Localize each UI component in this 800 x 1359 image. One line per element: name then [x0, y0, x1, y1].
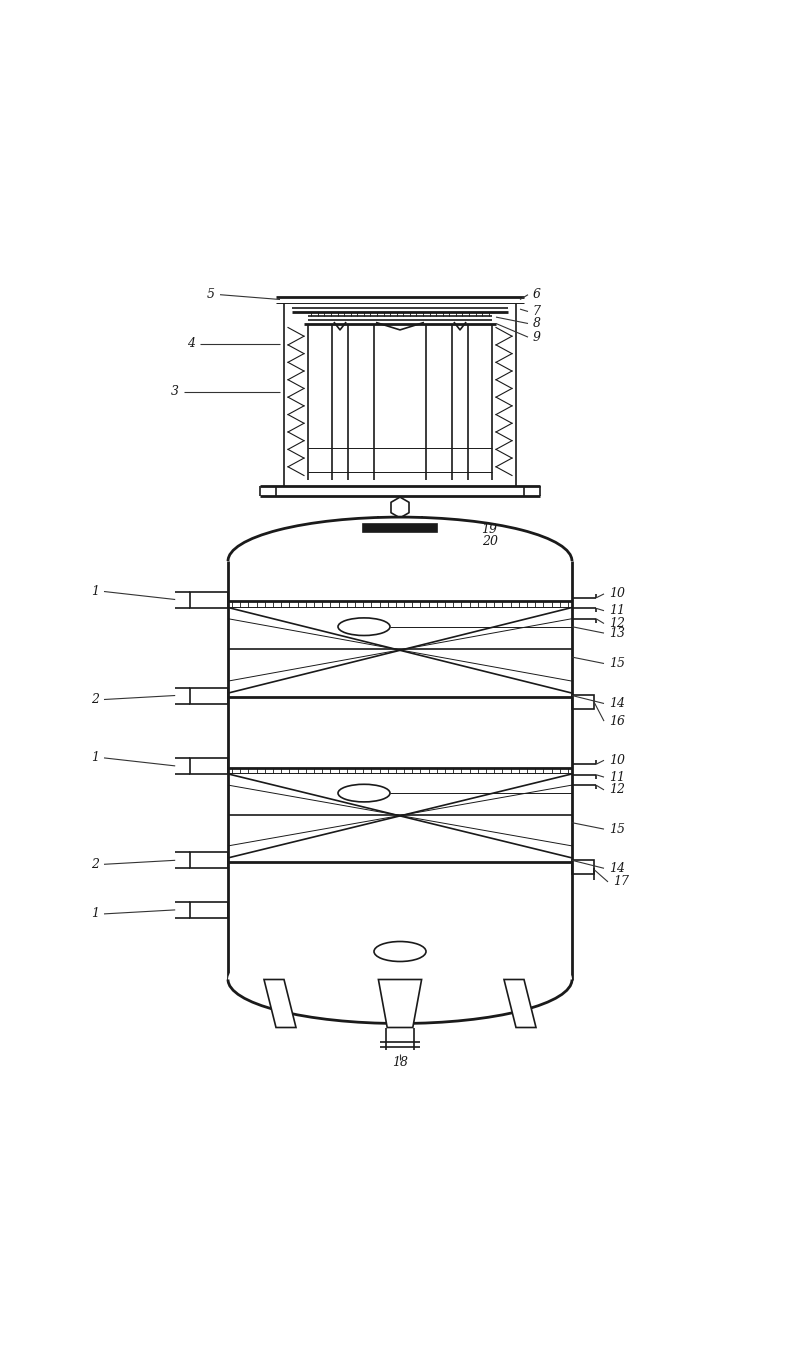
- Ellipse shape: [228, 518, 572, 605]
- Polygon shape: [378, 980, 422, 1027]
- Text: 10: 10: [609, 587, 625, 601]
- Polygon shape: [264, 980, 296, 1027]
- Bar: [190, 902, 228, 917]
- Bar: [572, 694, 594, 709]
- Text: 4: 4: [187, 337, 195, 351]
- Text: 10: 10: [609, 754, 625, 766]
- Bar: [572, 859, 594, 874]
- Bar: [363, 525, 437, 533]
- Bar: [190, 852, 228, 868]
- Text: 6: 6: [533, 288, 541, 302]
- Bar: [190, 688, 228, 704]
- Text: 14: 14: [609, 862, 625, 875]
- Text: 11: 11: [609, 771, 625, 784]
- Text: 5: 5: [207, 288, 215, 302]
- Ellipse shape: [338, 784, 390, 802]
- Text: 3: 3: [171, 385, 179, 398]
- Bar: [190, 591, 228, 607]
- Text: 12: 12: [609, 783, 625, 796]
- Text: 14: 14: [609, 697, 625, 709]
- Ellipse shape: [228, 935, 572, 1023]
- Text: 15: 15: [609, 822, 625, 836]
- Text: 11: 11: [609, 605, 625, 617]
- Ellipse shape: [338, 618, 390, 636]
- Text: 15: 15: [609, 656, 625, 670]
- Text: 9: 9: [533, 330, 541, 344]
- Text: 8: 8: [533, 317, 541, 330]
- Text: 16: 16: [609, 715, 625, 727]
- Polygon shape: [504, 980, 536, 1027]
- Text: 2: 2: [91, 693, 99, 705]
- Text: 1: 1: [91, 908, 99, 920]
- Bar: [190, 758, 228, 773]
- Text: 1: 1: [91, 584, 99, 598]
- Text: 7: 7: [533, 304, 541, 318]
- Text: 20: 20: [482, 534, 498, 548]
- Text: 12: 12: [609, 617, 625, 631]
- Text: 13: 13: [609, 626, 625, 640]
- Text: 18: 18: [392, 1056, 408, 1070]
- Ellipse shape: [374, 942, 426, 962]
- Text: 19: 19: [482, 523, 498, 535]
- Text: 2: 2: [91, 858, 99, 871]
- Text: 1: 1: [91, 752, 99, 764]
- Text: 17: 17: [613, 875, 629, 889]
